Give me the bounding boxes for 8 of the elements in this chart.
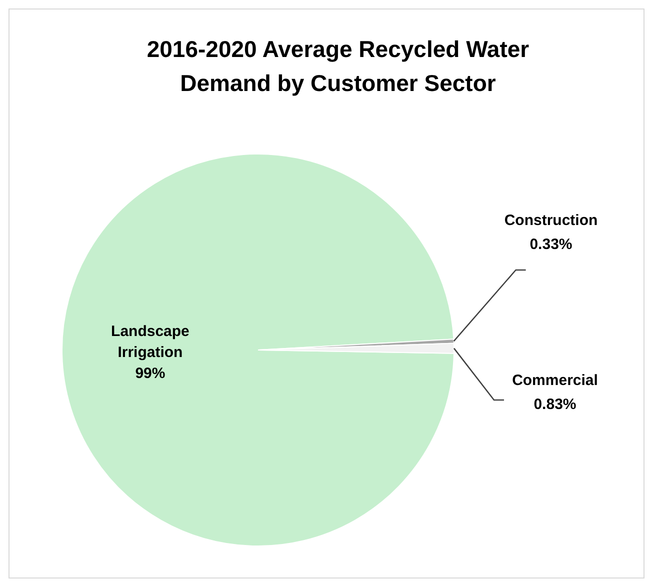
data-label: 0.33% — [530, 236, 572, 253]
slice-label: Landscape Irrigation — [111, 323, 190, 362]
pie-slice — [62, 154, 454, 546]
slice-label: Commercial — [512, 372, 598, 389]
chart-title: 2016-2020 Average Recycled Water Demand by Customer Sector — [146, 36, 530, 96]
data-label: 0.83% — [534, 396, 576, 413]
slice-label: Construction — [504, 212, 598, 229]
data-label: 99% — [135, 365, 166, 382]
